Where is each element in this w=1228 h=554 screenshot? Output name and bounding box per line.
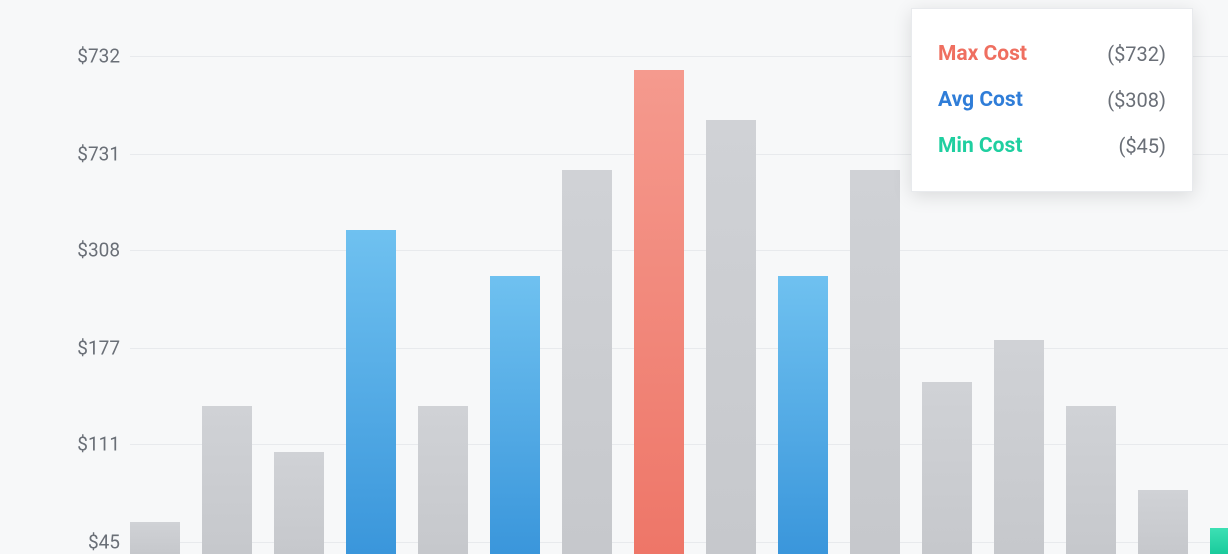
y-axis-tick-label: $177: [77, 337, 120, 360]
bar: [418, 406, 468, 554]
bar: [1210, 528, 1228, 554]
bar: [706, 120, 756, 554]
legend-label-max: Max Cost: [938, 42, 1027, 66]
cost-bar-chart: $732 $731 $308 $177 $111 $45 Max Cost ($732) …: [0, 0, 1228, 554]
cost-legend-box: Max Cost ($732) Avg Cost ($308) Min Cost…: [911, 8, 1193, 192]
bar: [634, 70, 684, 554]
legend-value-max: ($732): [1107, 42, 1166, 66]
legend-row-min: Min Cost ($45): [938, 123, 1166, 169]
legend-label-min: Min Cost: [938, 134, 1022, 158]
bar: [202, 406, 252, 554]
bar: [1066, 406, 1116, 554]
bar: [130, 522, 180, 554]
legend-label-avg: Avg Cost: [938, 88, 1023, 112]
y-axis-tick-label: $111: [77, 433, 120, 456]
legend-row-avg: Avg Cost ($308): [938, 77, 1166, 123]
legend-value-avg: ($308): [1107, 88, 1166, 112]
bar: [1138, 490, 1188, 554]
bar: [922, 382, 972, 554]
y-axis-tick-label: $308: [77, 239, 120, 262]
bar: [562, 170, 612, 554]
bar: [850, 170, 900, 554]
bar: [778, 276, 828, 554]
y-axis-tick-label: $731: [77, 143, 120, 166]
bar: [994, 340, 1044, 554]
y-axis-tick-label: $732: [77, 45, 120, 68]
bar: [274, 452, 324, 554]
bar: [346, 230, 396, 554]
y-axis-tick-label: $45: [88, 531, 120, 554]
legend-row-max: Max Cost ($732): [938, 31, 1166, 77]
bar: [490, 276, 540, 554]
legend-value-min: ($45): [1118, 134, 1166, 158]
